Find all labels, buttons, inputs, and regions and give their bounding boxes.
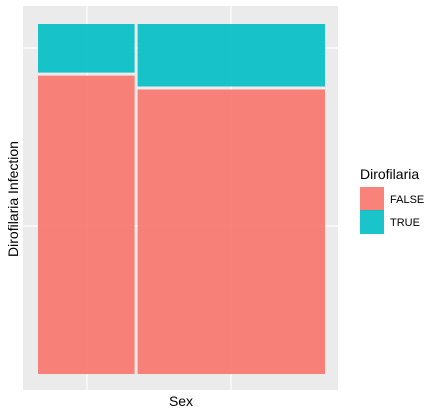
tile-false-col-0 xyxy=(38,75,135,374)
tile-true-col-0 xyxy=(38,24,135,73)
legend-title: Dirofilaria xyxy=(360,166,419,182)
legend-label-true: TRUE xyxy=(390,217,420,229)
legend-label-false: FALSE xyxy=(390,194,424,206)
legend: Dirofilaria FALSE TRUE xyxy=(360,166,424,234)
mosaic-tiles xyxy=(38,24,325,374)
x-axis-title: Sex xyxy=(169,393,193,409)
tile-true-col-1 xyxy=(137,24,325,87)
legend-key-true xyxy=(360,210,384,234)
tile-false-col-1 xyxy=(137,89,325,374)
y-axis-title: Dirofilaria Infection xyxy=(5,141,21,257)
legend-key-false xyxy=(360,187,384,211)
